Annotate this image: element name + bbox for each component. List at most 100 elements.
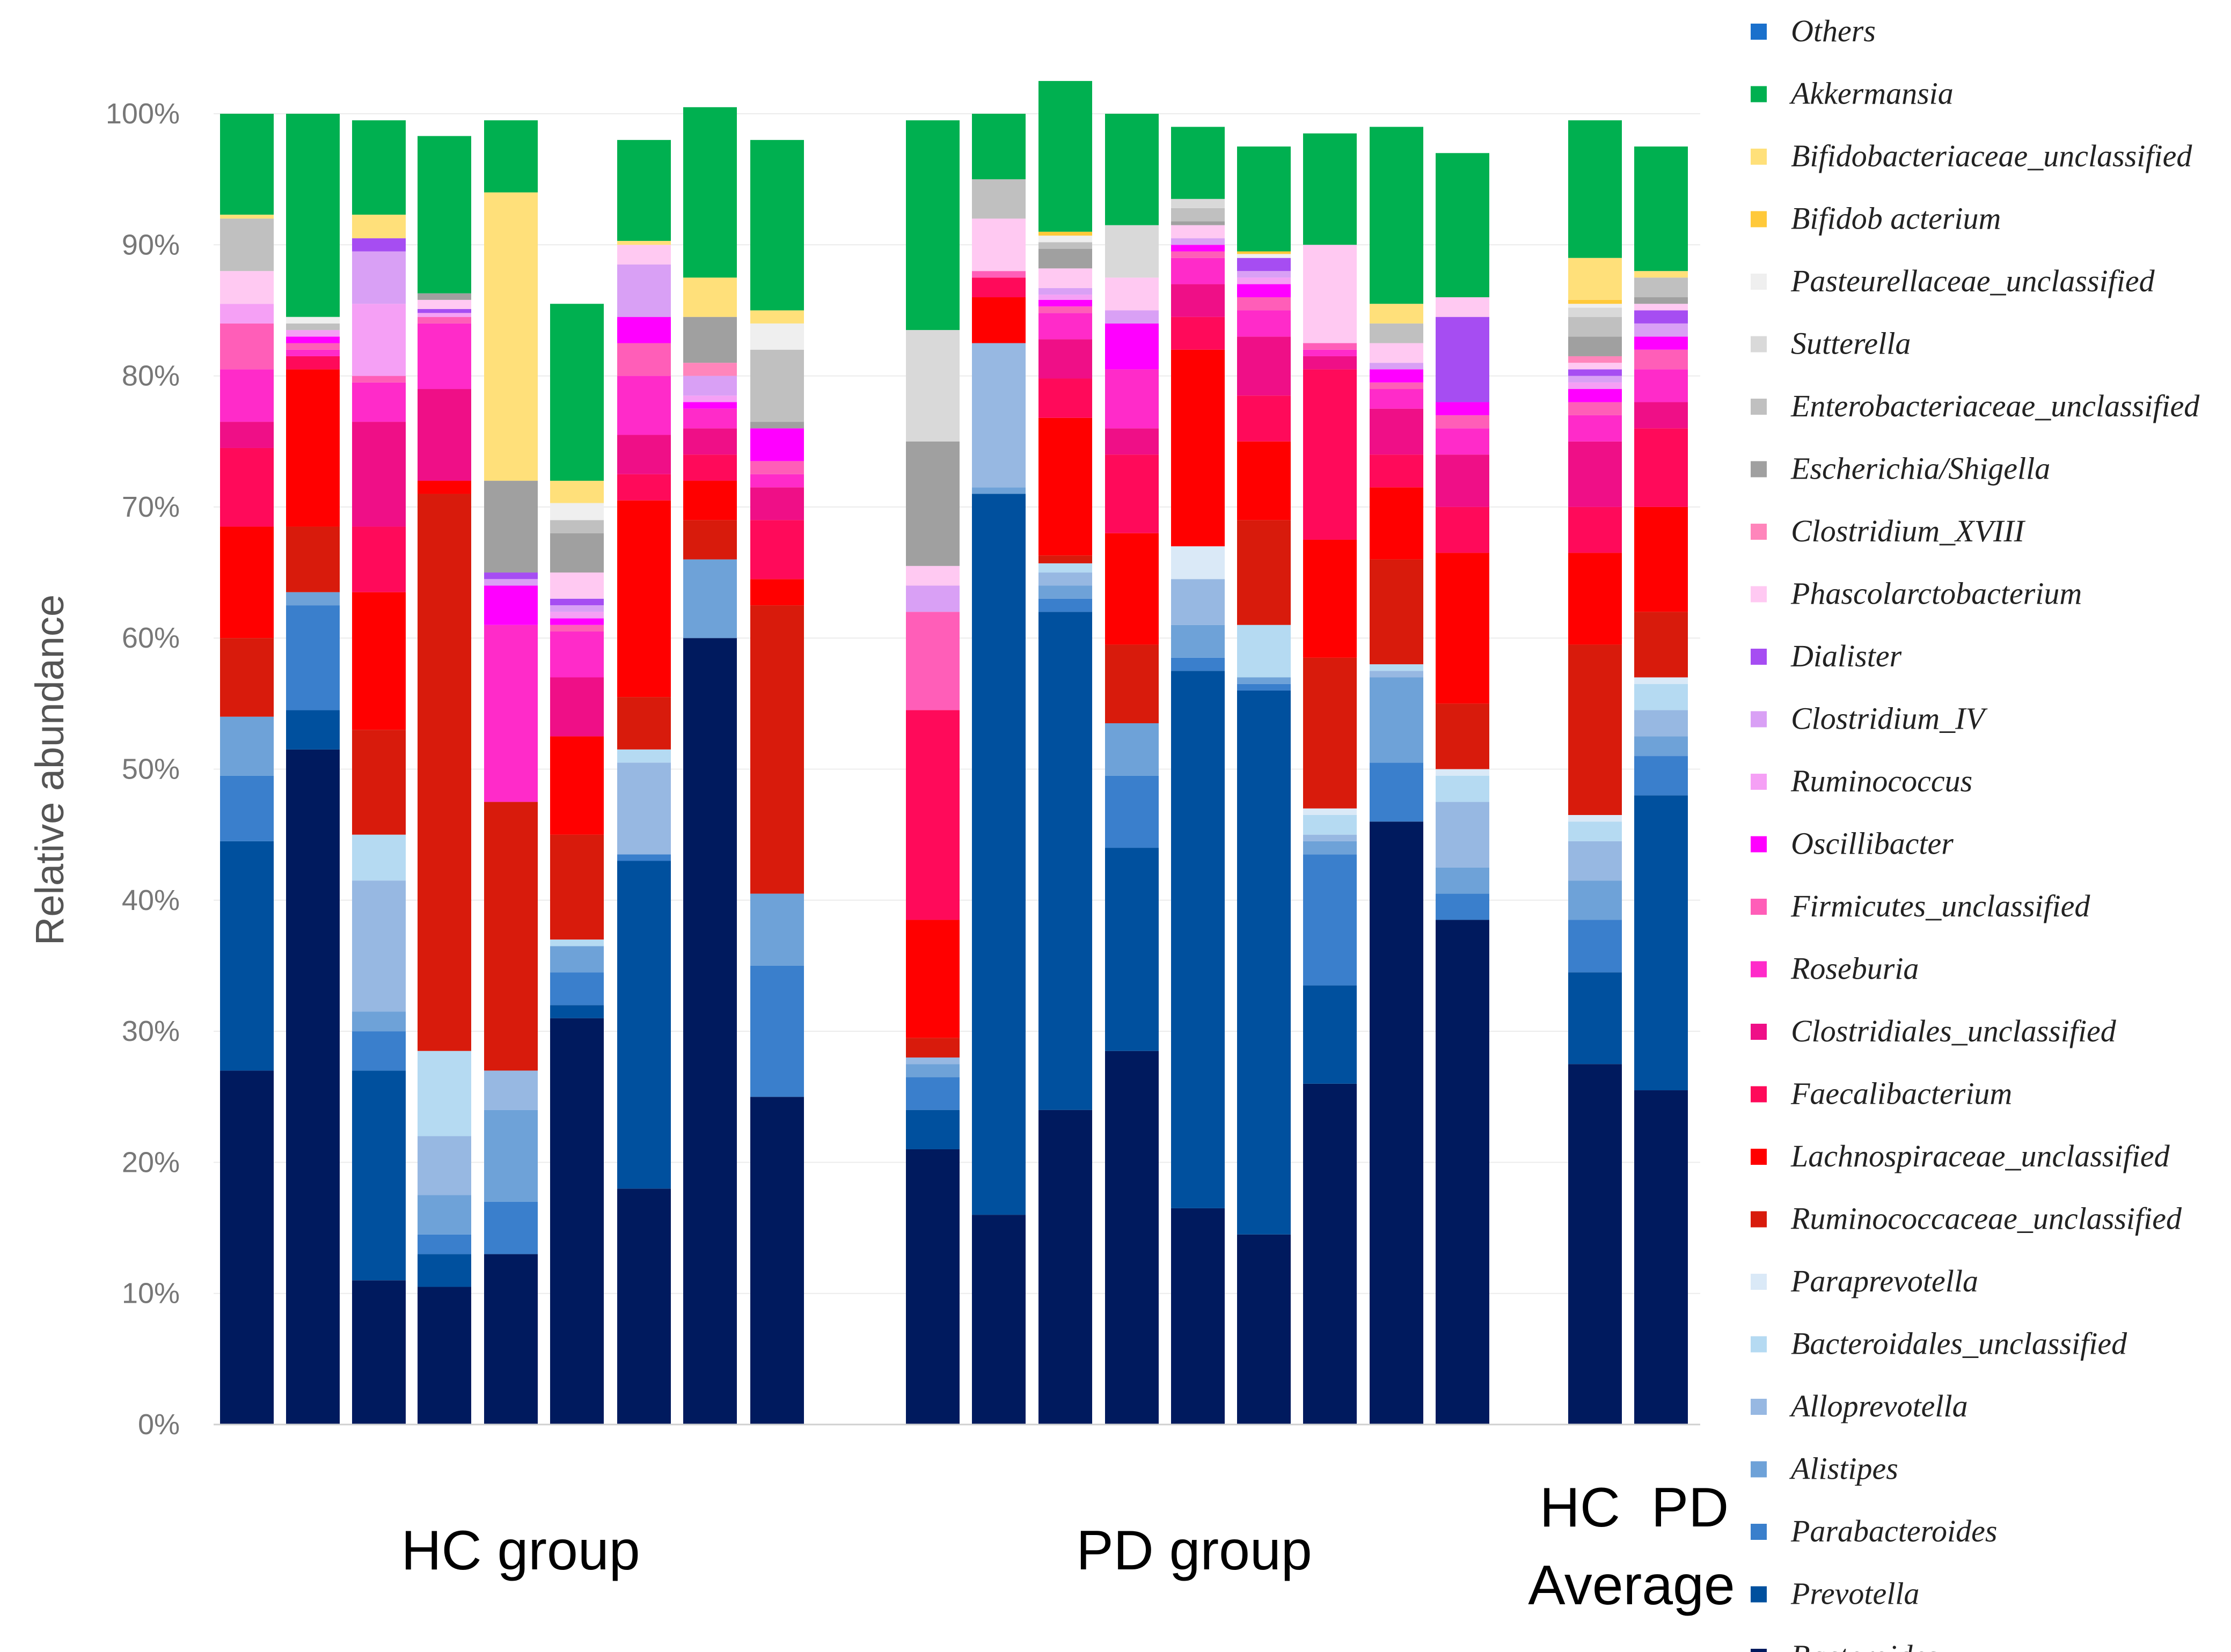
bar-segment: PD-7 — Firmicutes_unclassified: 0.5%	[1303, 343, 1357, 350]
bar-segment: HC-6 — Bacteroidales_unclassified: 0.5%	[550, 939, 604, 946]
bar-segment: HC-8 — Akkermansia: 13%	[683, 107, 737, 278]
bar-segment: PD avg — Paraprevotella: 0.5%	[1634, 677, 1688, 684]
bar-segment: PD-6 — Bacteroidales_unclassified: 4%	[1237, 625, 1291, 678]
legend-swatch	[1751, 1399, 1767, 1415]
bar-segment: PD-5 — Paraprevotella: 2.5%	[1171, 546, 1225, 579]
bars: HC-1 — Bacteroides: 27%HC-1 — Prevotella…	[220, 80, 1688, 1425]
y-tick-label: 80%	[122, 360, 180, 392]
bar-segment: HC avg — Enterobacteriaceae_unclassified…	[1568, 317, 1622, 337]
bar-segment: HC-9 — Clostridiales_unclassified: 2.5%	[750, 487, 804, 520]
bar-segment: HC-5 — Bifidobacteriaceae_unclassified: …	[484, 192, 538, 481]
bar-segment: PD-6 — Ruminococcus: 0.5%	[1237, 277, 1291, 284]
bar-segment: HC-4 — Clostridiales_unclassified: 7%	[418, 389, 471, 481]
bar-segment: HC-6 — Escherichia/Shigella: 3%	[550, 533, 604, 573]
bar-segment: HC-3 — Firmicutes_unclassified: 0.5%	[352, 376, 406, 383]
legend-item: Escherichia/Shigella	[1751, 451, 2050, 486]
bar-segment: PD-5 — Escherichia/Shigella: 0.3%	[1171, 221, 1225, 225]
bar-segment: HC-5 — Alistipes: 7%	[484, 1110, 538, 1202]
bar-segment: PD-7 — Prevotella: 7.5%	[1303, 985, 1357, 1084]
legend-label: Bacteroidales_unclassified	[1791, 1326, 2127, 1361]
bar-segment: PD-9 — Dialister: 6.5%	[1436, 317, 1489, 402]
bar-segment: PD-4 — Roseburia: 4.5%	[1105, 369, 1159, 429]
bar-segment: PD-2 — Enterobacteriaceae_unclassified: …	[972, 179, 1026, 219]
bar-segment: HC-2 — Alistipes: 1%	[286, 592, 340, 606]
bar-segment: HC-9 — Lachnospiraceae_unclassified: 2%	[750, 579, 804, 606]
group-label-pd: PD group	[1076, 1519, 1312, 1582]
bar-segment: HC-1 — Ruminococcus: 1.5%	[220, 304, 274, 324]
bar-segment: HC-3 — Bifidobacteriaceae_unclassified: …	[352, 215, 406, 239]
legend-label: Ruminococcaceae_unclassified	[1790, 1201, 2182, 1236]
bar-segment: PD-6 — Pasteurellaceae_unclassified: 0.3…	[1237, 254, 1291, 258]
bar-segment: HC-9 — Escherichia/Shigella: 0.5%	[750, 422, 804, 429]
bar-segment: PD-2 — Firmicutes_unclassified: 0.5%	[972, 271, 1026, 278]
bar-segment: PD-8 — Alloprevotella: 0.5%	[1370, 671, 1423, 678]
bar-segment: HC-4 — Phascolarctobacterium: 0.7%	[418, 299, 471, 310]
bar-segment: HC-6 — Oscillibacter: 0.5%	[550, 618, 604, 625]
legend-swatch	[1751, 1149, 1767, 1165]
legend-swatch	[1751, 961, 1767, 978]
bar-hc-2: HC-2 — Bacteroides: 51.5%HC-2 — Prevotel…	[286, 114, 340, 1425]
bar-segment: PD-9 — Roseburia: 2%	[1436, 428, 1489, 455]
legend-label: Others	[1791, 13, 1876, 48]
bar-segment: HC-7 — Firmicutes_unclassified: 2.5%	[617, 343, 671, 376]
bar-segment: PD-9 — Paraprevotella: 0.5%	[1436, 769, 1489, 776]
bar-segment: HC-6 — Alistipes: 2%	[550, 946, 604, 973]
legend-swatch	[1751, 899, 1767, 915]
bar-segment: PD-9 — Faecalibacterium: 3.5%	[1436, 506, 1489, 553]
bar-segment: HC avg — Roseburia: 2%	[1568, 415, 1622, 442]
bar-segment: PD-8 — Firmicutes_unclassified: 0.5%	[1370, 382, 1423, 390]
bar-segment: PD-1 — Prevotella: 3%	[906, 1110, 960, 1149]
legend-swatch	[1751, 399, 1767, 415]
bar-segment: PD-1 — Lachnospiraceae_unclassified: 9%	[906, 920, 960, 1038]
bar-segment: PD-4 — Akkermansia: 8.5%	[1105, 114, 1159, 225]
legend-swatch	[1751, 1086, 1767, 1103]
bar-segment: HC-5 — Oscillibacter: 3%	[484, 585, 538, 625]
bar-segment: HC-6 — Parabacteroides: 2.5%	[550, 972, 604, 1005]
bar-segment: HC-2 — Akkermansia: 15.5%	[286, 114, 340, 317]
bar-hc-7: HC-7 — Bacteroides: 18%HC-7 — Prevotella…	[617, 139, 671, 1425]
bar-segment: PD-6 — Akkermansia: 8%	[1237, 146, 1291, 252]
bar-pd-7: PD-7 — Bacteroides: 26%PD-7 — Prevotella…	[1303, 133, 1357, 1425]
bar-segment: PD avg — Bacteroidales_unclassified: 2%	[1634, 684, 1688, 710]
legend-item: Faecalibacterium	[1751, 1076, 2012, 1111]
bar-segment: HC-4 — Firmicutes_unclassified: 0.5%	[418, 317, 471, 324]
bar-segment: HC avg — Firmicutes_unclassified: 1%	[1568, 402, 1622, 415]
legend-label: Clostridium_IV	[1791, 701, 1988, 736]
bar-segment: PD-1 — Clostridium_IV: 2%	[906, 585, 960, 612]
bar-segment: PD-2 — Phascolarctobacterium: 4%	[972, 218, 1026, 271]
legend-item: Lachnospiraceae_unclassified	[1751, 1139, 2170, 1173]
bar-segment: HC-3 — Bacteroides: 11%	[352, 1280, 406, 1425]
bar-hc-4: HC-4 — Bacteroides: 10.5%HC-4 — Prevotel…	[418, 136, 471, 1425]
bar-segment: PD-7 — Faecalibacterium: 13%	[1303, 369, 1357, 540]
bar-segment: HC-6 — Phascolarctobacterium: 2%	[550, 572, 604, 599]
bar-segment: HC-7 — Prevotella: 25%	[617, 861, 671, 1189]
legend-label: Enterobacteriaceae_unclassified	[1790, 388, 2200, 423]
bar-segment: PD-6 — Lachnospiraceae_unclassified: 6%	[1237, 441, 1291, 520]
bar-segment: HC-8 — Clostridium_XVIII: 1%	[683, 363, 737, 376]
legend-label: Pasteurellaceae_unclassified	[1790, 263, 2155, 298]
bar-segment: PD-6 — Ruminococcaceae_unclassified: 8%	[1237, 520, 1291, 625]
bar-segment: HC-5 — Roseburia: 13.5%	[484, 625, 538, 802]
bar-segment: PD-8 — Oscillibacter: 1%	[1370, 369, 1423, 383]
bar-segment: HC-8 — Alistipes: 6%	[683, 559, 737, 638]
bar-segment: PD-3 — Escherichia/Shigella: 1.5%	[1038, 248, 1092, 269]
bar-segment: PD-4 — Parabacteroides: 5.5%	[1105, 775, 1159, 848]
bar-segment: HC-6 — Ruminococcus: 0.5%	[550, 612, 604, 619]
y-tick-label: 60%	[122, 622, 180, 654]
bar-segment: PD-3 — Ruminococcaceae_unclassified: 0.6…	[1038, 555, 1092, 563]
bar-segment: PD-6 — Dialister: 1%	[1237, 258, 1291, 271]
bar-segment: PD-9 — Phascolarctobacterium: 1.5%	[1436, 297, 1489, 317]
bar-segment: PD-3 — Bacteroides: 24%	[1038, 1110, 1092, 1425]
bar-segment: PD-9 — Bacteroidales_unclassified: 2%	[1436, 775, 1489, 802]
bar-segment: HC avg — Prevotella: 7%	[1568, 972, 1622, 1064]
bar-segment: PD avg — Ruminococcaceae_unclassified: 5…	[1634, 612, 1688, 678]
bar-segment: HC avg — Ruminococcus: 0.5%	[1568, 382, 1622, 390]
bar-segment: PD-3 — Ruminococcus: 0.4%	[1038, 295, 1092, 300]
bar-segment: PD-6 — Bifidob acterium: 0.2%	[1237, 251, 1291, 254]
bar-segment: PD-9 — Bacteroides: 38.5%	[1436, 920, 1489, 1425]
bar-segment: PD-3 — Clostridiales_unclassified: 3%	[1038, 339, 1092, 379]
bar-segment: PD-4 — Prevotella: 15.5%	[1105, 848, 1159, 1051]
legend-item: Firmicutes_unclassified	[1751, 889, 2090, 923]
bar-segment: HC-8 — Clostridium_IV: 1.5%	[683, 376, 737, 396]
bar-segment: HC avg — Oscillibacter: 1%	[1568, 389, 1622, 402]
